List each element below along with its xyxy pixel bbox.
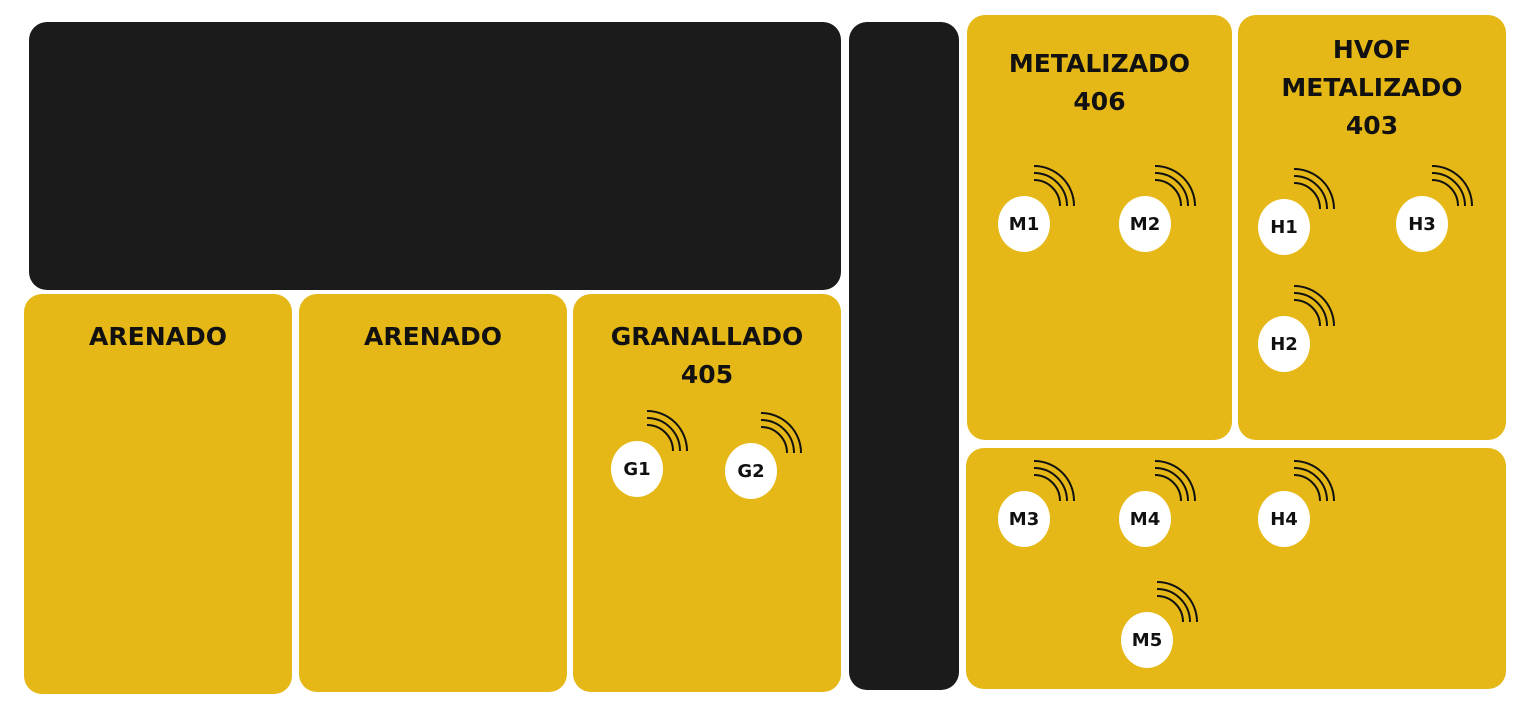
sensor-m3[interactable]: M3 [998, 460, 1076, 547]
zone-hvof-metalizado-403[interactable]: HVOF METALIZADO 403 H1 H3 H2 [1238, 15, 1506, 440]
zone-title: ARENADO [24, 318, 292, 356]
zone-title-line: ARENADO [364, 322, 502, 351]
signal-icon [760, 412, 802, 454]
zone-title-line: GRANALLADO [610, 322, 804, 351]
zone-title-line: METALIZADO [1281, 73, 1463, 102]
zone-arenado-1[interactable]: ARENADO [24, 294, 292, 694]
sensor-h4[interactable]: H4 [1258, 460, 1336, 547]
signal-icon [1156, 581, 1198, 623]
signal-icon [1293, 285, 1335, 327]
signal-icon [1154, 460, 1196, 502]
zone-title-line: HVOF [1332, 35, 1412, 64]
sensor-m1[interactable]: M1 [998, 165, 1076, 252]
sensor-m2[interactable]: M2 [1119, 165, 1197, 252]
zone-title: HVOF METALIZADO 403 [1238, 31, 1506, 145]
sensor-g2[interactable]: G2 [725, 412, 803, 499]
zone-title-line: METALIZADO [1008, 49, 1191, 78]
sensor-label: M5 [1121, 612, 1173, 668]
zone-title-line: 403 [1345, 111, 1399, 140]
sensor-label: H1 [1258, 199, 1310, 255]
sensor-label: H2 [1258, 316, 1310, 372]
signal-icon [646, 410, 688, 452]
dark-block-column [849, 22, 959, 690]
sensor-m4[interactable]: M4 [1119, 460, 1197, 547]
signal-icon [1431, 165, 1473, 207]
sensor-label: M4 [1119, 491, 1171, 547]
sensor-m5[interactable]: M5 [1121, 581, 1199, 668]
sensor-label: H4 [1258, 491, 1310, 547]
zone-metalizado-406[interactable]: METALIZADO 406 M1 M2 [967, 15, 1232, 440]
sensor-label: M2 [1119, 196, 1171, 252]
sensor-h2[interactable]: H2 [1258, 285, 1336, 372]
zone-title-line: ARENADO [89, 322, 227, 351]
sensor-g1[interactable]: G1 [611, 410, 689, 497]
zone-title-line: 405 [680, 360, 734, 389]
sensor-label: M3 [998, 491, 1050, 547]
signal-icon [1293, 460, 1335, 502]
sensor-label: G2 [725, 443, 777, 499]
sensor-label: M1 [998, 196, 1050, 252]
signal-icon [1033, 460, 1075, 502]
signal-icon [1154, 165, 1196, 207]
dark-block-top [29, 22, 841, 290]
zone-title: METALIZADO 406 [967, 45, 1232, 121]
sensor-h3[interactable]: H3 [1396, 165, 1474, 252]
zone-arenado-2[interactable]: ARENADO [299, 294, 567, 692]
signal-icon [1033, 165, 1075, 207]
sensor-label: H3 [1396, 196, 1448, 252]
signal-icon [1293, 168, 1335, 210]
zone-title-line: 406 [1073, 87, 1126, 116]
zone-title: ARENADO [299, 318, 567, 356]
sensor-label: G1 [611, 441, 663, 497]
zone-title: GRANALLADO 405 [573, 318, 841, 394]
sensor-h1[interactable]: H1 [1258, 168, 1336, 255]
zone-bottom-right[interactable]: M3 M4 H4 M5 [966, 448, 1506, 689]
zone-granallado-405[interactable]: GRANALLADO 405 G1 G2 [573, 294, 841, 692]
